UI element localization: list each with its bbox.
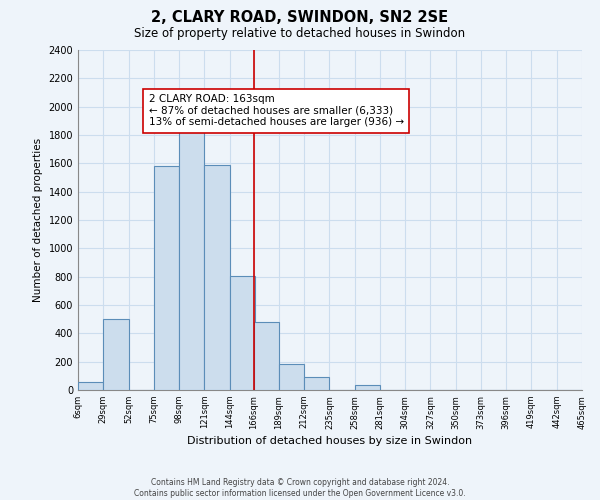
Text: 2 CLARY ROAD: 163sqm
← 87% of detached houses are smaller (6,333)
13% of semi-de: 2 CLARY ROAD: 163sqm ← 87% of detached h… xyxy=(149,94,404,128)
Bar xyxy=(254,322,279,390)
Bar xyxy=(103,319,128,390)
Bar xyxy=(230,276,255,390)
Bar xyxy=(304,376,329,390)
Bar xyxy=(355,385,380,390)
Y-axis label: Number of detached properties: Number of detached properties xyxy=(33,138,43,302)
Bar xyxy=(78,382,103,390)
Text: Contains HM Land Registry data © Crown copyright and database right 2024.
Contai: Contains HM Land Registry data © Crown c… xyxy=(134,478,466,498)
Text: Size of property relative to detached houses in Swindon: Size of property relative to detached ho… xyxy=(134,28,466,40)
Bar xyxy=(179,114,204,390)
Text: 2, CLARY ROAD, SWINDON, SN2 2SE: 2, CLARY ROAD, SWINDON, SN2 2SE xyxy=(151,10,449,25)
Bar xyxy=(204,165,230,390)
Bar xyxy=(279,364,304,390)
X-axis label: Distribution of detached houses by size in Swindon: Distribution of detached houses by size … xyxy=(187,436,473,446)
Bar xyxy=(154,166,179,390)
